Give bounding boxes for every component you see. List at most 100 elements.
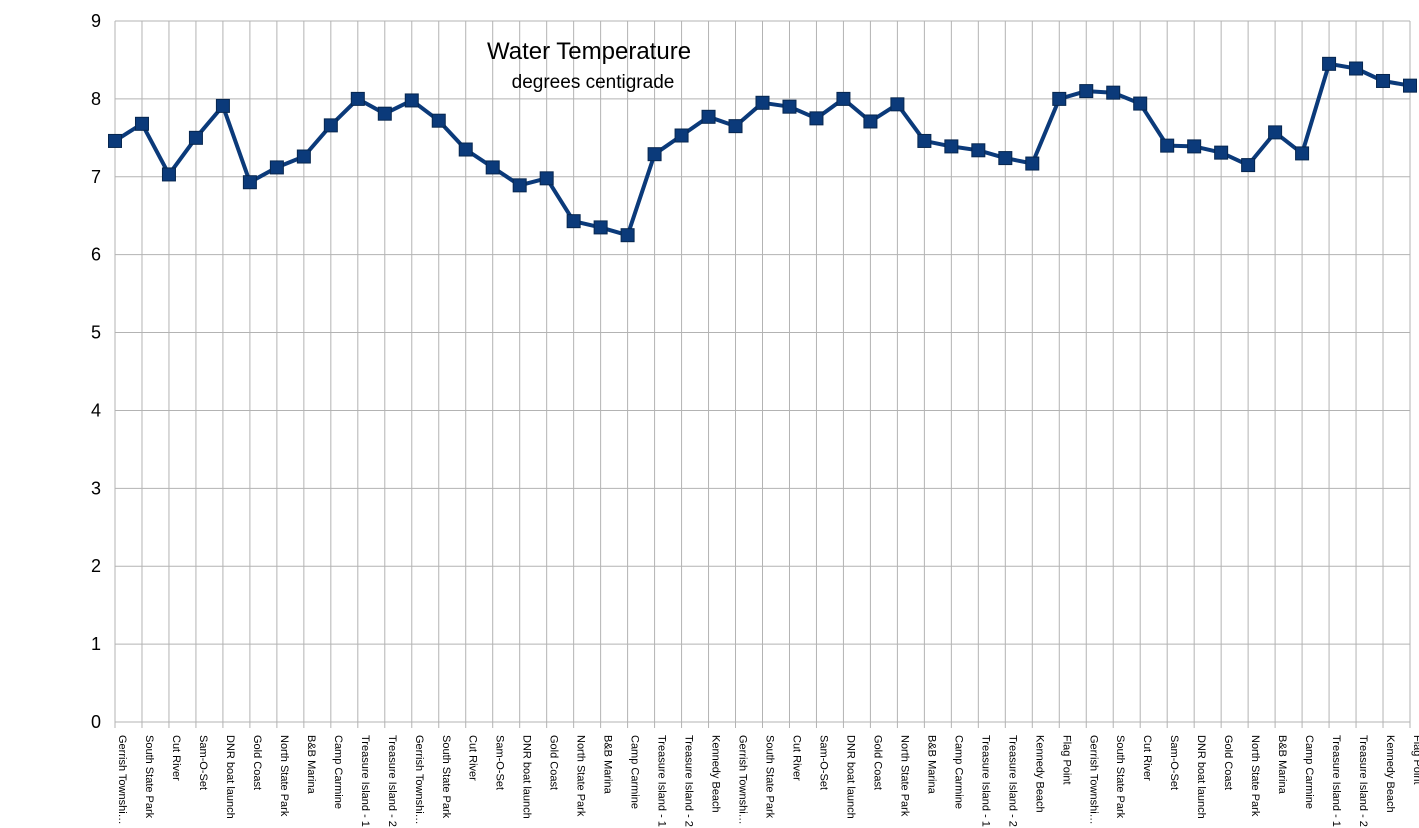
data-point-marker <box>593 220 608 235</box>
chart-title: Water Temperature <box>487 38 691 65</box>
y-tick-label: 4 <box>91 400 101 420</box>
x-tick-label: Gold Coast <box>548 735 560 790</box>
x-tick-label: Gerrish Townshi… <box>1087 735 1099 825</box>
x-tick-label: South State Park <box>1114 735 1126 819</box>
x-tick-label: North State Park <box>575 735 587 817</box>
x-tick-label: North State Park <box>278 735 290 817</box>
data-point-marker <box>404 93 419 108</box>
x-tick-label: Treasure Island - 1 <box>656 735 668 827</box>
data-point-marker <box>134 116 149 131</box>
data-point-marker <box>1079 84 1094 99</box>
data-point-marker <box>809 111 824 126</box>
x-tick-label: Camp Carmine <box>952 735 964 809</box>
data-point-marker <box>890 97 905 112</box>
data-point-marker <box>215 98 230 113</box>
x-tick-label: South State Park <box>143 735 155 819</box>
x-tick-label: Sam-O-Set <box>197 735 209 790</box>
data-point-marker <box>242 175 257 190</box>
x-tick-label: North State Park <box>898 735 910 817</box>
data-point-marker <box>701 109 716 124</box>
y-tick-label: 9 <box>91 11 101 31</box>
x-tick-label: Sam-O-Set <box>817 735 829 790</box>
y-tick-label: 5 <box>91 323 101 343</box>
x-tick-label: Kennedy Beach <box>1033 735 1045 813</box>
x-tick-label: DNR boat launch <box>1195 735 1207 819</box>
data-point-marker <box>1052 91 1067 106</box>
data-point-marker <box>863 114 878 129</box>
y-axis-ticks: 0 1 2 3 4 5 6 7 8 9 <box>91 11 101 732</box>
x-tick-label: Gerrish Townshi… <box>413 735 425 825</box>
data-point-marker <box>161 167 176 182</box>
chart-subtitle: degrees centigrade <box>512 72 675 93</box>
data-point-marker <box>1349 61 1364 76</box>
data-point-marker <box>647 147 662 162</box>
y-tick-label: 1 <box>91 634 101 654</box>
data-point-marker <box>1268 125 1283 140</box>
x-tick-label: Flag Point <box>1411 735 1419 785</box>
data-point-marker <box>1214 145 1229 160</box>
data-point-marker <box>377 106 392 121</box>
y-tick-label: 7 <box>91 167 101 187</box>
x-tick-label: Kennedy Beach <box>710 735 722 813</box>
data-point-marker <box>458 142 473 157</box>
x-tick-label: Treasure Island - 1 <box>359 735 371 827</box>
x-tick-label: Camp Carmine <box>332 735 344 809</box>
x-tick-label: Sam-O-Set <box>494 735 506 790</box>
data-point-marker <box>728 119 743 134</box>
data-point-marker <box>512 178 527 193</box>
data-point-marker <box>323 118 338 133</box>
x-tick-label: North State Park <box>1249 735 1261 817</box>
x-tick-label: Flag Point <box>1060 735 1072 785</box>
data-point-marker <box>755 95 770 110</box>
data-point-marker <box>350 91 365 106</box>
data-point-marker <box>539 171 554 186</box>
y-tick-label: 8 <box>91 89 101 109</box>
x-tick-label: Treasure Island - 2 <box>1006 735 1018 827</box>
x-tick-label: Gerrish Townshi… <box>116 735 128 825</box>
data-point-marker <box>1160 138 1175 153</box>
x-tick-label: Sam-O-Set <box>1168 735 1180 790</box>
x-axis-ticks: Gerrish Townshi… South State Park Cut Rive… <box>116 735 1419 827</box>
data-point-marker <box>296 149 311 164</box>
data-point-marker <box>1322 56 1337 71</box>
x-tick-label: Treasure Island - 1 <box>1330 735 1342 827</box>
x-tick-label: Cut River <box>790 735 802 781</box>
y-tick-label: 6 <box>91 245 101 265</box>
y-tick-label: 0 <box>91 712 101 732</box>
x-tick-label: DNR boat launch <box>844 735 856 819</box>
data-point-marker <box>782 99 797 114</box>
x-tick-label: DNR boat launch <box>521 735 533 819</box>
data-point-marker <box>188 130 203 145</box>
data-point-marker <box>836 91 851 106</box>
data-point-marker <box>1295 146 1310 161</box>
data-point-marker <box>1187 139 1202 154</box>
data-point-marker <box>917 133 932 148</box>
data-point-marker <box>431 113 446 128</box>
x-tick-label: Gold Coast <box>251 735 263 790</box>
x-tick-label: Gold Coast <box>1222 735 1234 790</box>
x-tick-label: Gerrish Townshi… <box>737 735 749 825</box>
data-point-marker <box>566 214 581 229</box>
x-tick-label: Treasure Island - 1 <box>979 735 991 827</box>
x-tick-label: Cut River <box>170 735 182 781</box>
x-tick-label: Gold Coast <box>871 735 883 790</box>
grid <box>114 20 1411 728</box>
x-tick-label: Treasure Island - 2 <box>1357 735 1369 827</box>
x-tick-label: DNR boat launch <box>224 735 236 819</box>
x-tick-label: Treasure Island - 2 <box>683 735 695 827</box>
data-point-marker <box>1133 96 1148 111</box>
x-tick-label: Kennedy Beach <box>1384 735 1396 813</box>
data-point-marker <box>1025 156 1040 171</box>
data-point-marker <box>1376 73 1391 88</box>
data-point-marker <box>998 151 1013 166</box>
x-tick-label: Treasure Island - 2 <box>386 735 398 827</box>
data-point-marker <box>108 133 122 148</box>
series-markers <box>108 56 1417 243</box>
data-point-marker <box>269 160 284 175</box>
x-tick-label: B&B Marina <box>305 735 317 795</box>
data-point-marker <box>1106 85 1121 100</box>
y-tick-label: 2 <box>91 556 101 576</box>
x-tick-label: Cut River <box>467 735 479 781</box>
